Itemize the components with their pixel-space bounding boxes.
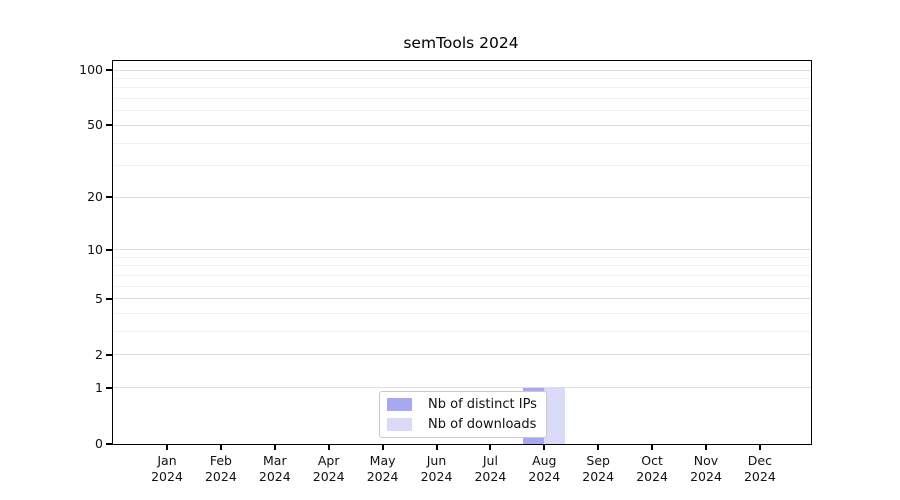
gridline-minor xyxy=(113,87,811,89)
gridline-major xyxy=(113,69,811,71)
gridlines-layer xyxy=(113,61,811,444)
x-tick-year: 2024 xyxy=(420,469,453,485)
gridline-minor xyxy=(113,110,811,112)
x-tick-month: Dec xyxy=(747,453,772,468)
x-tick-year: 2024 xyxy=(690,469,722,485)
x-tick-year: 2024 xyxy=(743,469,776,485)
x-tick-mark xyxy=(381,444,384,450)
gridline-minor xyxy=(113,313,811,315)
y-tick-mark xyxy=(106,248,112,251)
gridline-major xyxy=(113,387,811,389)
x-tick-month: Oct xyxy=(641,453,663,468)
x-tick-label: Mar 2024 xyxy=(247,453,303,486)
y-tick-mark xyxy=(106,443,112,445)
y-tick-label: 2 xyxy=(95,346,103,362)
x-tick-month: Mar xyxy=(263,453,287,468)
legend-item-downloads: Nb of downloads xyxy=(387,417,539,432)
x-tick-label: Jan 2024 xyxy=(139,453,195,486)
x-tick-mark xyxy=(758,444,761,450)
y-tick-label: 1 xyxy=(95,379,103,395)
x-tick-label: Nov 2024 xyxy=(678,453,734,486)
x-tick-mark xyxy=(166,444,168,450)
legend-swatch-distinct-ips xyxy=(387,398,412,411)
x-tick-year: 2024 xyxy=(636,469,668,485)
y-tick-mark xyxy=(106,353,112,356)
legend: Nb of distinct IPs Nb of downloads xyxy=(379,391,547,438)
x-tick-mark xyxy=(273,444,276,450)
x-tick-month: Jul xyxy=(482,453,498,468)
x-tick-year: 2024 xyxy=(204,469,237,485)
gridline-major xyxy=(113,249,811,251)
x-tick-mark xyxy=(435,444,438,450)
x-tick-label: Apr 2024 xyxy=(301,453,357,486)
x-tick-label: May 2024 xyxy=(355,453,411,486)
legend-swatch-downloads xyxy=(387,418,412,431)
gridline-minor xyxy=(113,78,811,80)
x-tick-label: Jun 2024 xyxy=(409,453,465,486)
x-tick-mark xyxy=(705,444,707,450)
x-tick-year: 2024 xyxy=(528,469,561,485)
gridline-minor xyxy=(113,265,811,267)
x-tick-label: Dec 2024 xyxy=(732,453,788,486)
x-tick-month: Apr xyxy=(317,453,340,468)
y-tick-label: 20 xyxy=(87,189,103,205)
y-tick-mark xyxy=(106,124,112,127)
x-tick-year: 2024 xyxy=(366,469,399,485)
y-tick-mark xyxy=(106,196,112,199)
gridline-minor xyxy=(113,142,811,144)
x-tick-label: Aug 2024 xyxy=(516,453,572,486)
x-tick-label: Feb 2024 xyxy=(193,453,249,486)
gridline-major xyxy=(113,196,811,198)
gridline-minor xyxy=(113,165,811,167)
y-tick-label: 0 xyxy=(95,436,103,451)
x-tick-mark xyxy=(597,444,600,450)
x-tick-year: 2024 xyxy=(258,469,291,485)
x-tick-label: Jul 2024 xyxy=(462,453,518,486)
y-tick-mark xyxy=(106,297,112,300)
gridline-major xyxy=(113,124,811,126)
plot-area: 0 1 2 5 10 20 50 100 Jan 2024 Feb 2024 Mar 2024 Apr 202… xyxy=(79,60,812,484)
y-tick-label: 5 xyxy=(95,290,103,306)
gridline-minor xyxy=(113,98,811,100)
x-tick-label: Sep 2024 xyxy=(570,453,626,486)
x-tick-year: 2024 xyxy=(312,469,345,485)
gridline-major xyxy=(113,298,811,300)
x-tick-month: Jun xyxy=(426,453,447,468)
gridline-minor xyxy=(113,331,811,333)
gridline-minor xyxy=(113,275,811,277)
y-tick-mark xyxy=(106,69,112,72)
x-tick-month: May xyxy=(369,453,396,468)
x-tick-month: Feb xyxy=(209,453,232,468)
x-tick-mark xyxy=(543,444,546,450)
gridline-major xyxy=(113,354,811,356)
legend-label-downloads: Nb of downloads xyxy=(428,417,537,432)
x-tick-year: 2024 xyxy=(151,469,183,485)
y-tick-mark xyxy=(106,386,112,389)
x-tick-mark xyxy=(651,444,654,450)
x-tick-month: Sep xyxy=(586,453,610,468)
gridline-minor xyxy=(113,256,811,258)
x-tick-label: Oct 2024 xyxy=(624,453,680,486)
x-tick-year: 2024 xyxy=(474,469,507,485)
bar-downloads xyxy=(543,387,565,444)
x-tick-month: Jan xyxy=(157,453,177,468)
legend-label-distinct-ips: Nb of distinct IPs xyxy=(428,397,537,412)
legend-item-distinct-ips: Nb of distinct IPs xyxy=(387,397,539,412)
x-tick-month: Aug xyxy=(532,453,557,468)
gridline-minor xyxy=(113,285,811,287)
axes-ticks-layer: 0 1 2 5 10 20 50 100 Jan 2024 Feb 2024 Mar 2024 Apr 202… xyxy=(79,61,811,484)
x-tick-month: Nov xyxy=(693,453,719,468)
x-tick-mark xyxy=(489,444,492,450)
chart-title: semTools 2024 xyxy=(403,34,519,52)
y-tick-label: 50 xyxy=(87,117,103,133)
x-tick-mark xyxy=(219,444,222,450)
y-tick-label: 100 xyxy=(79,62,103,78)
x-tick-mark xyxy=(327,444,330,450)
x-tick-year: 2024 xyxy=(582,469,615,485)
y-tick-label: 10 xyxy=(87,241,103,257)
